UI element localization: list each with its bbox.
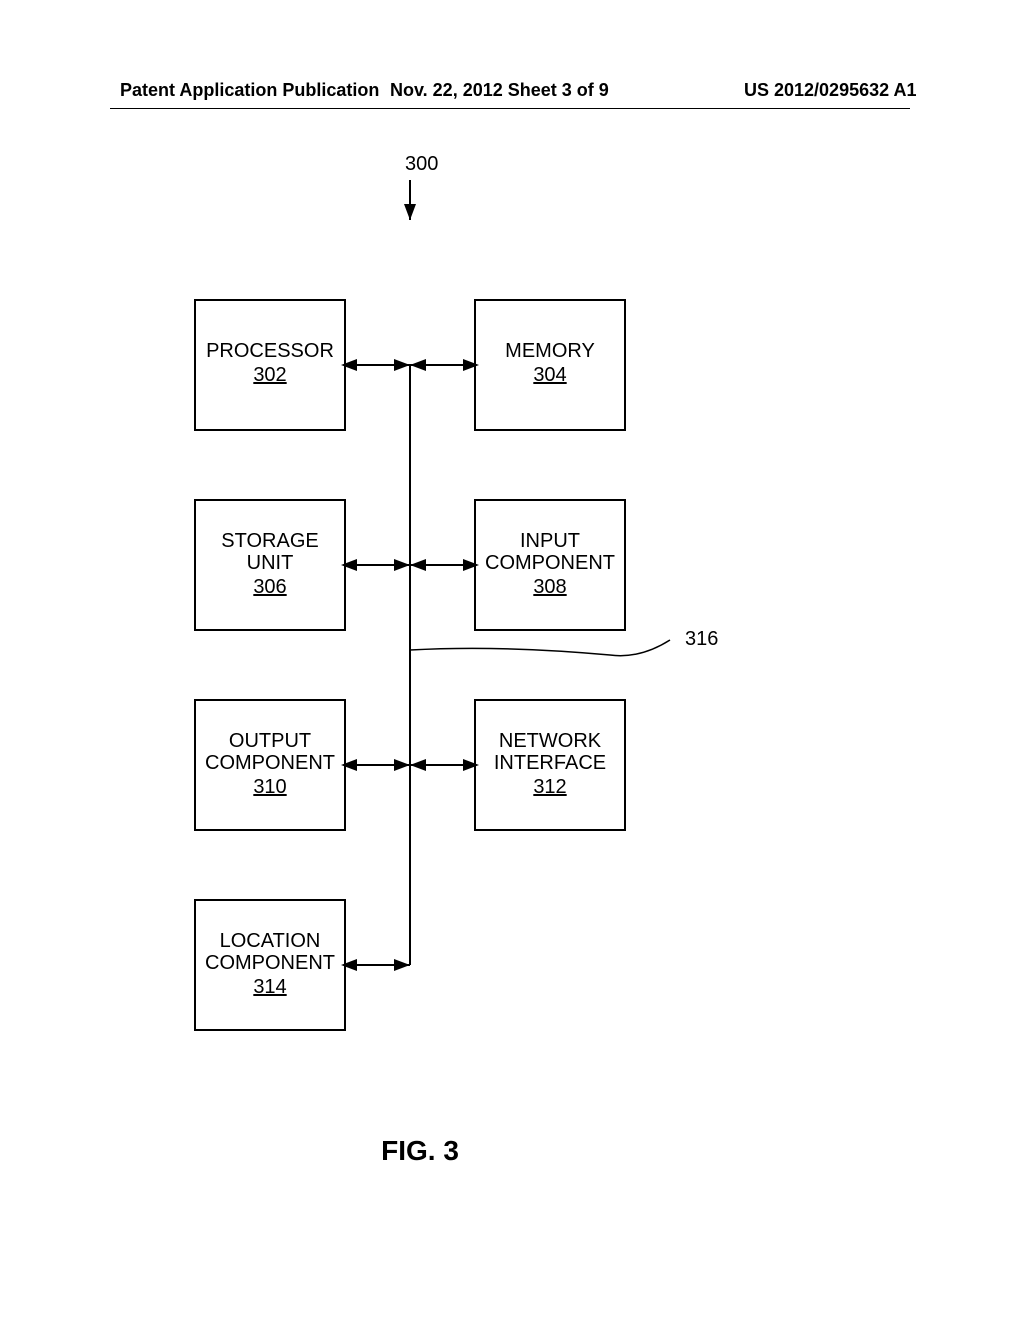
input-label1: INPUT [520,530,580,552]
location-label1: LOCATION [220,930,321,952]
system-ref: 300 [405,153,438,175]
memory-label: MEMORY [505,340,595,362]
location-label2: COMPONENT [205,952,335,974]
network-label1: NETWORK [499,730,602,752]
processor-num: 302 [253,364,286,386]
header-rule [110,108,910,109]
input-label2: COMPONENT [485,552,615,574]
block-diagram: 300 316 PROCESSOR302 MEMORY304 STORAGEUNIT… [0,140,1024,1240]
header-mid: Nov. 22, 2012 Sheet 3 of 9 [390,80,609,101]
storage-label1: STORAGE [221,530,318,552]
output-label1: OUTPUT [229,730,311,752]
network-label2: INTERFACE [494,752,606,774]
storage-num: 306 [253,576,286,598]
memory-num: 304 [533,364,566,386]
location-num: 314 [253,976,286,998]
output-label2: COMPONENT [205,752,335,774]
bus-ref: 316 [685,628,718,650]
output-num: 310 [253,776,286,798]
bus-ref-leader [410,640,670,656]
figure-label: FIG. 3 [381,1135,459,1166]
input-num: 308 [533,576,566,598]
header-left: Patent Application Publication [120,80,379,101]
storage-label2: UNIT [247,552,294,574]
header-pub: US 2012/0295632 A1 [744,80,916,101]
network-num: 312 [533,776,566,798]
processor-label: PROCESSOR [206,340,334,362]
